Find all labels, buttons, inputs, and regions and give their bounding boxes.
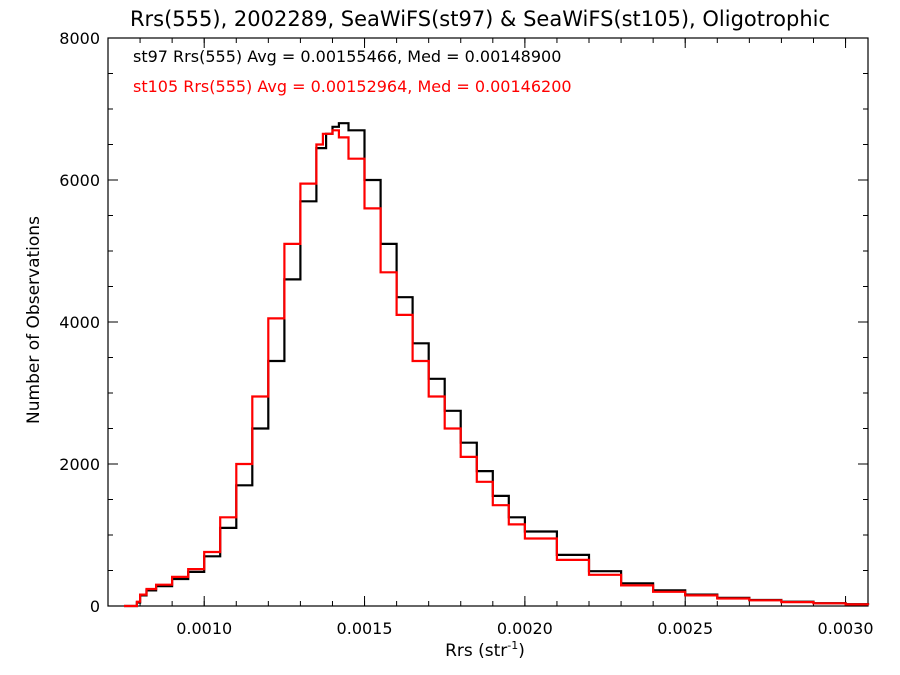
- legend-entry-st105: st105 Rrs(555) Avg = 0.00152964, Med = 0…: [133, 77, 572, 96]
- x-axis-label-superscript: -1: [507, 639, 518, 652]
- legend-entry-st97: st97 Rrs(555) Avg = 0.00155466, Med = 0.…: [133, 47, 561, 66]
- series-layer: [124, 122, 870, 608]
- y-tick-label: 6000: [59, 171, 100, 190]
- y-tick-label: 4000: [59, 313, 100, 332]
- plot-area: [107, 37, 869, 607]
- x-tick-label: 0.0010: [176, 619, 232, 638]
- x-axis-ticks: 0.0010 0.0015 0.0020 0.0025 0.0030: [107, 38, 874, 638]
- x-axis-label: Rrs (str-1): [445, 639, 525, 661]
- y-tick-label: 0: [90, 597, 100, 616]
- x-tick-label: 0.0015: [337, 619, 393, 638]
- x-axis-label-close: ): [518, 641, 525, 661]
- x-axis-label-main: Rrs (str: [445, 641, 507, 661]
- y-tick-label: 2000: [59, 455, 100, 474]
- chart-title: Rrs(555), 2002289, SeaWiFS(st97) & SeaWi…: [130, 7, 830, 31]
- x-tick-label: 0.0020: [497, 619, 553, 638]
- series-line-st97: [124, 122, 870, 608]
- x-tick-label: 0.0030: [818, 619, 874, 638]
- y-tick-label: 8000: [59, 29, 100, 48]
- y-axis-ticks: 0 2000 4000 6000 8000: [59, 29, 868, 616]
- x-tick-label: 0.0025: [657, 619, 713, 638]
- plot-border: [107, 37, 869, 607]
- series-line-st105: [124, 129, 870, 608]
- y-axis-label: Number of Observations: [24, 216, 44, 424]
